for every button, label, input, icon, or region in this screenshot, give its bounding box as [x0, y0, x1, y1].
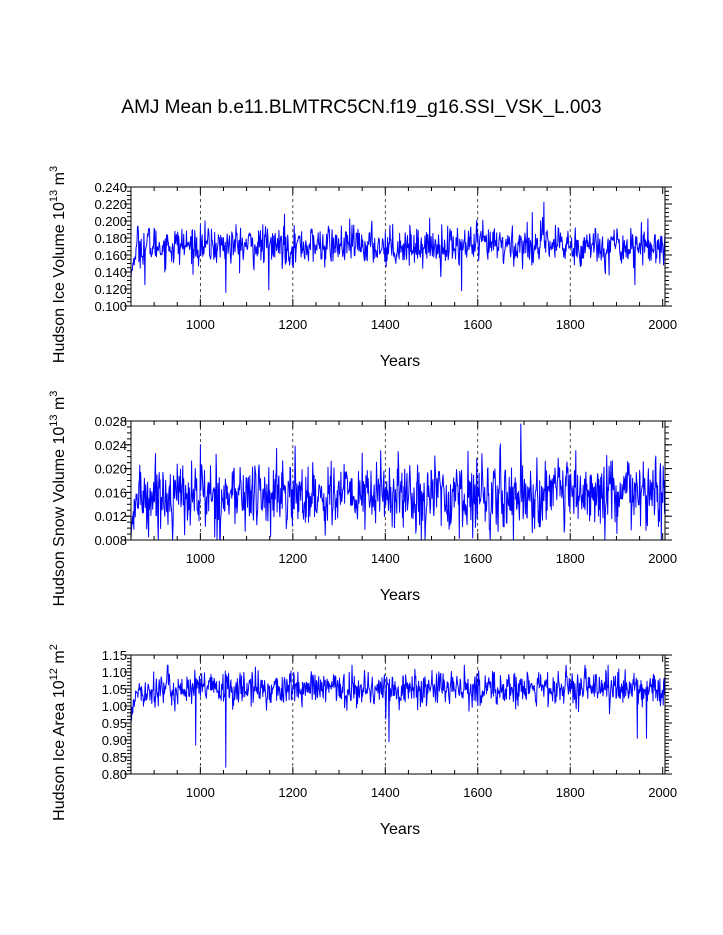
y-tick-label: 0.028: [94, 414, 127, 429]
chart-title: AMJ Mean b.e11.BLMTRC5CN.f19_g16.SSI_VSK…: [121, 97, 602, 118]
x-tick-label: 1800: [556, 785, 585, 800]
x-tick-label: 1200: [278, 317, 307, 332]
y-tick-label: 0.008: [94, 533, 127, 548]
x-axis-label: Years: [380, 821, 420, 838]
y-tick-label: 1.15: [102, 648, 127, 663]
x-tick-label: 1600: [463, 317, 492, 332]
x-tick-label: 1000: [186, 317, 215, 332]
y-tick-label: 1.00: [102, 699, 127, 714]
x-tick-label: 1400: [371, 317, 400, 332]
y-tick-label: 0.020: [94, 462, 127, 477]
y-tick-label: 0.80: [102, 767, 127, 782]
x-axis-label: Years: [380, 353, 420, 370]
series-line: [130, 423, 666, 541]
y-tick-label: 0.016: [94, 485, 127, 500]
y-axis-label: Hudson Snow Volume 1013 m3: [48, 391, 68, 607]
series-line: [130, 664, 666, 768]
x-tick-label: 1400: [371, 551, 400, 566]
y-tick-label: 0.012: [94, 509, 127, 524]
x-tick-label: 1000: [186, 551, 215, 566]
x-axis-label: Years: [380, 587, 420, 604]
ice-volume-panel: 1000 1200 1400 1600 1800 2000 0.100 0.120 0.140 0…: [48, 166, 677, 370]
y-axis-label: Hudson Ice Volume 1013 m3: [48, 166, 68, 363]
y-tick-label: 0.220: [94, 197, 127, 212]
ice-area-panel: 1000 1200 1400 1600 1800 2000 0.80 0.85 0.90 0.95…: [48, 644, 677, 838]
x-tick-label: 2000: [648, 551, 677, 566]
y-tick-label: 0.90: [102, 733, 127, 748]
y-axis-label: Hudson Ice Area 1012 m2: [48, 644, 68, 821]
x-tick-label: 1600: [463, 551, 492, 566]
y-tick-label: 1.05: [102, 682, 127, 697]
x-tick-label: 2000: [648, 317, 677, 332]
x-tick-label: 2000: [648, 785, 677, 800]
y-tick-label: 0.180: [94, 231, 127, 246]
series-line: [130, 201, 666, 293]
y-tick-label: 0.024: [94, 438, 127, 453]
x-tick-label: 1800: [556, 317, 585, 332]
x-tick-label: 1400: [371, 785, 400, 800]
snow-volume-panel: 1000 1200 1400 1600 1800 2000 0.008 0.012 0.016 0…: [48, 391, 677, 607]
x-tick-label: 1600: [463, 785, 492, 800]
y-tick-label: 0.85: [102, 750, 127, 765]
x-tick-label: 1200: [278, 785, 307, 800]
y-tick-label: 1.10: [102, 665, 127, 680]
y-tick-label: 0.240: [94, 180, 127, 195]
y-tick-label: 0.140: [94, 265, 127, 280]
y-tick-label: 0.95: [102, 716, 127, 731]
plot-frame: [130, 654, 666, 775]
x-tick-label: 1000: [186, 785, 215, 800]
x-tick-label: 1800: [556, 551, 585, 566]
y-tick-label: 0.160: [94, 248, 127, 263]
y-tick-label: 0.200: [94, 214, 127, 229]
y-tick-label: 0.100: [94, 299, 127, 314]
x-tick-label: 1200: [278, 551, 307, 566]
y-tick-label: 0.120: [94, 282, 127, 297]
